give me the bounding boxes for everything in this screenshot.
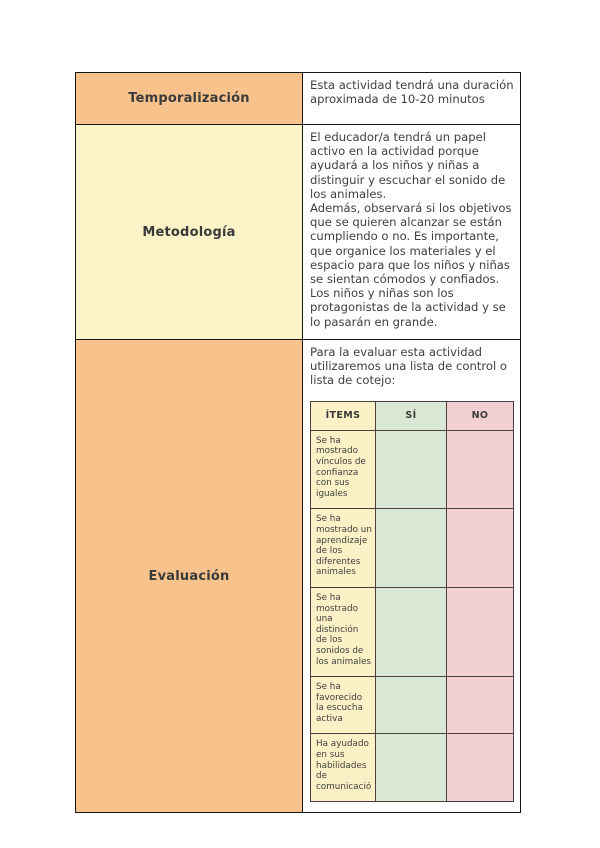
checklist-item-text: Se ha favorecido la escucha activa bbox=[310, 676, 376, 735]
activity-table: Temporalización Esta actividad tendrá un… bbox=[75, 72, 521, 814]
row-content-temporalizacion: Esta actividad tendrá una duración aprox… bbox=[310, 78, 514, 107]
checklist-no-cell bbox=[446, 733, 514, 803]
checklist-yes-cell bbox=[374, 586, 448, 678]
table-row-evaluacion: Evaluación Para la evaluar esta activida… bbox=[76, 340, 520, 813]
checklist-item-text: Ha ayudado en sus habilidades de comunic… bbox=[310, 733, 376, 803]
checklist-item-text: Se ha mostrado vínculos de confianza con… bbox=[310, 429, 376, 510]
checklist-yes-cell bbox=[374, 508, 448, 588]
row-content-metodologia: El educador/a tendrá un papel activo en … bbox=[310, 130, 512, 329]
checklist-row: Se ha mostrado una distinción de los son… bbox=[310, 586, 514, 678]
checklist-row: Se ha mostrado vínculos de confianza con… bbox=[310, 429, 514, 510]
checklist-row: Se ha mostrado un aprendizaje de los dif… bbox=[310, 508, 514, 588]
checklist-item-text: Se ha mostrado una distinción de los son… bbox=[310, 586, 376, 678]
row-label-evaluacion: Evaluación bbox=[76, 340, 303, 813]
row-label-temporalizacion: Temporalización bbox=[76, 73, 303, 124]
table-row-metodologia: Metodología El educador/a tendrá un pape… bbox=[76, 125, 520, 340]
checklist-header-no: NO bbox=[446, 400, 514, 431]
table-row-temporalizacion: Temporalización Esta actividad tendrá un… bbox=[76, 73, 520, 125]
checklist-no-cell bbox=[446, 429, 514, 510]
checklist-header-items: ÍTEMS bbox=[310, 400, 376, 431]
evaluation-intro-text: Para la evaluar esta actividad utilizare… bbox=[310, 345, 507, 388]
checklist-yes-cell bbox=[374, 733, 448, 803]
row-label-metodologia: Metodología bbox=[76, 125, 303, 339]
checklist-no-cell bbox=[446, 586, 514, 678]
row-content-evaluacion: Para la evaluar esta actividad utilizare… bbox=[303, 340, 520, 812]
checklist-no-cell bbox=[446, 676, 514, 735]
checklist-yes-cell bbox=[374, 429, 448, 510]
checklist-item-text: Se ha mostrado un aprendizaje de los dif… bbox=[310, 508, 376, 588]
evaluation-checklist-table: ÍTEMS SÍ NO Se ha mostrado vínculos de c… bbox=[310, 400, 514, 803]
checklist-row: Se ha favorecido la escucha activa bbox=[310, 676, 514, 735]
checklist-no-cell bbox=[446, 508, 514, 588]
checklist-header-yes: SÍ bbox=[374, 400, 448, 431]
checklist-row: Ha ayudado en sus habilidades de comunic… bbox=[310, 733, 514, 803]
checklist-header-row: ÍTEMS SÍ NO bbox=[310, 400, 514, 431]
checklist-yes-cell bbox=[374, 676, 448, 735]
